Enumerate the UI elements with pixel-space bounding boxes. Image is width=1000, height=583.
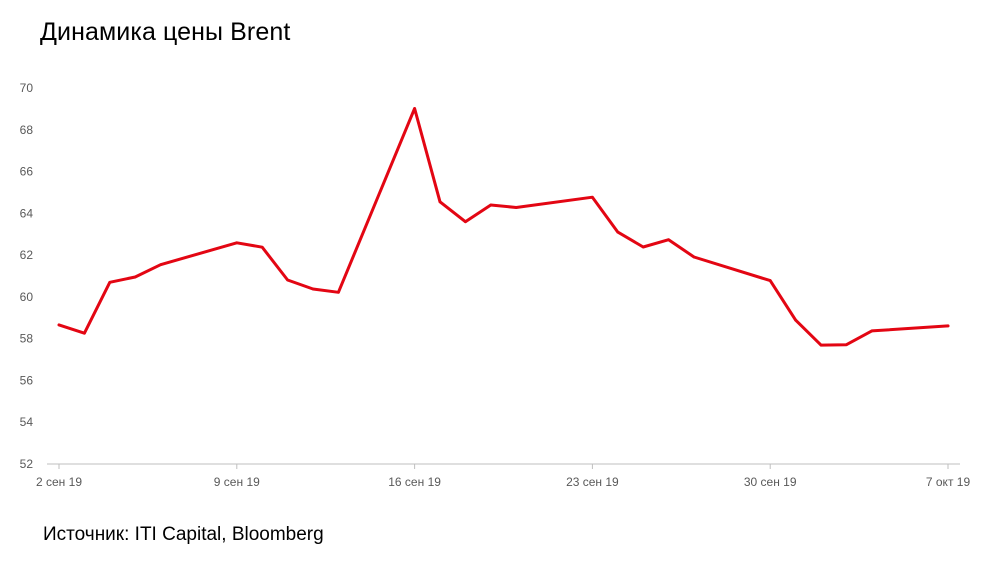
y-tick-label: 68 (20, 123, 34, 137)
y-tick-label: 62 (20, 248, 34, 262)
y-tick-label: 58 (20, 332, 34, 346)
data-point (413, 107, 416, 110)
source-note: Источник: ITI Capital, Bloomberg (43, 524, 324, 545)
data-point (489, 203, 493, 207)
y-tick-label: 54 (20, 415, 34, 429)
x-tick-label: 30 сен 19 (744, 475, 797, 489)
y-tick-label: 52 (20, 457, 34, 471)
data-point (438, 200, 442, 204)
data-point (83, 331, 86, 335)
x-tick-label: 9 сен 19 (214, 475, 260, 489)
data-point (946, 324, 950, 328)
y-tick-label: 56 (20, 373, 34, 387)
data-point (337, 290, 340, 294)
data-point (641, 245, 645, 249)
data-point (819, 343, 823, 347)
x-tick-label: 23 сен 19 (566, 475, 619, 489)
data-point (108, 280, 112, 284)
data-point (57, 323, 61, 327)
y-tick-label: 64 (20, 206, 34, 220)
chart-title: Динамика цены Brent (40, 18, 291, 46)
data-point (260, 245, 264, 249)
data-point (591, 195, 594, 199)
data-point (514, 206, 518, 209)
data-point (464, 220, 467, 223)
y-tick-label: 66 (20, 165, 34, 179)
x-tick-label: 2 сен 19 (36, 475, 82, 489)
y-tick-label: 70 (20, 81, 34, 95)
x-tick-label: 16 сен 19 (388, 475, 441, 489)
y-axis-ticks: 52 54 56 58 60 62 64 66 68 70 (20, 81, 34, 471)
data-point (667, 238, 670, 241)
data-point (133, 275, 137, 279)
data-point (311, 287, 315, 291)
data-point (870, 329, 874, 333)
data-point (794, 318, 797, 322)
y-tick-label: 60 (20, 290, 34, 304)
series-group (57, 107, 950, 347)
data-point (286, 278, 289, 282)
x-tick-label: 7 окт 19 (926, 475, 971, 489)
data-point (768, 279, 772, 282)
data-point (845, 343, 848, 347)
data-point (616, 230, 620, 234)
series-line-brent (57, 107, 950, 347)
data-point (692, 255, 696, 259)
data-point (235, 241, 239, 245)
data-point (159, 263, 162, 267)
x-axis-ticks: 2 сен 19 9 сен 19 16 сен 19 23 сен 19 30 сен… (36, 464, 970, 489)
